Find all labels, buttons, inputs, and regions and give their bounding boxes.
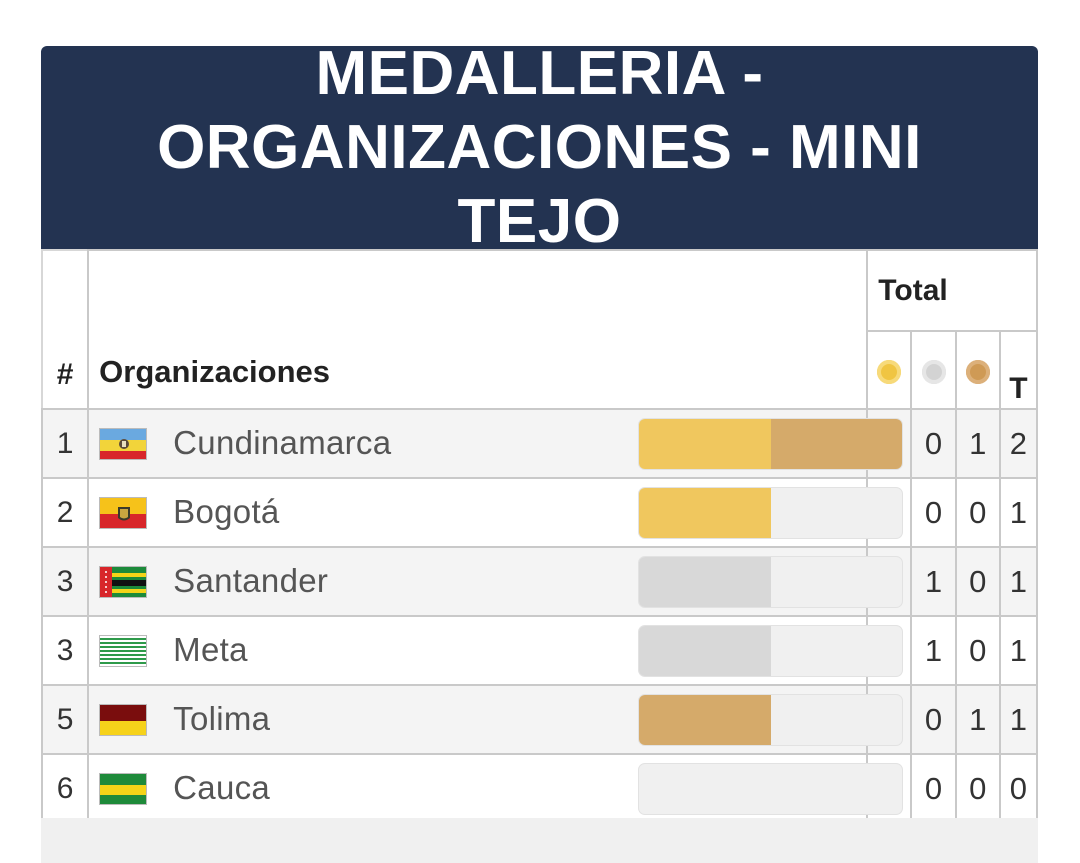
bar-segment-silver	[639, 626, 771, 676]
medal-bar	[638, 763, 904, 815]
bronze-count: 1	[954, 408, 1001, 479]
table-row[interactable]: 6 Cauca 0 0 0 0	[40, 753, 1039, 824]
table-footer	[41, 818, 1038, 863]
organization-name[interactable]: Santander	[173, 562, 329, 599]
total-group-header: Total	[866, 248, 1038, 333]
rank-cell: 2	[40, 477, 90, 548]
organization-cell[interactable]: Cundinamarca	[87, 408, 904, 479]
silver-column-header	[910, 330, 957, 410]
bronze-count: 0	[954, 546, 1001, 617]
medal-table: # Organizaciones Total T 1 Cundinamarca …	[40, 248, 1039, 824]
organization-cell[interactable]: Meta	[87, 615, 904, 686]
organization-cell[interactable]: Tolima	[87, 684, 904, 755]
medal-bar	[638, 625, 904, 677]
total-column-header: T	[998, 330, 1039, 410]
total-count: 2	[998, 408, 1039, 479]
organization-name[interactable]: Meta	[173, 631, 248, 668]
bar-segment-gold	[639, 488, 771, 538]
rank-column-header: #	[40, 249, 90, 410]
medal-bar	[638, 487, 904, 539]
organization-cell[interactable]: Bogotá	[87, 477, 904, 548]
gold-column-header	[866, 330, 913, 410]
rank-cell: 3	[40, 615, 90, 686]
bronze-count: 0	[954, 753, 1001, 824]
medal-bar	[638, 556, 904, 608]
tolima-flag-icon	[99, 704, 148, 736]
total-count: 1	[998, 477, 1039, 548]
organization-name[interactable]: Cauca	[173, 769, 271, 806]
cundinamarca-flag-icon	[99, 428, 148, 460]
rank-cell: 3	[40, 546, 90, 617]
medal-bar	[638, 694, 904, 746]
silver-count: 0	[910, 753, 957, 824]
bogota-flag-icon	[99, 497, 148, 529]
organization-name[interactable]: Tolima	[173, 700, 271, 737]
bar-segment-gold	[639, 419, 771, 469]
table-row[interactable]: 2 Bogotá 1 0 0 1	[40, 477, 1039, 548]
silver-count: 1	[910, 615, 957, 686]
silver-count: 0	[910, 408, 957, 479]
total-count: 1	[998, 684, 1039, 755]
table-row[interactable]: 3 Meta 0 1 0 1	[40, 615, 1039, 686]
bronze-column-header	[954, 330, 1001, 410]
bronze-count: 0	[954, 615, 1001, 686]
total-count: 1	[998, 546, 1039, 617]
page-title: MEDALLERIA - ORGANIZACIONES - MINI TEJO	[157, 38, 922, 256]
organization-name[interactable]: Cundinamarca	[173, 424, 392, 461]
bar-segment-silver	[639, 557, 771, 607]
organizations-column-header: Organizaciones	[87, 249, 869, 410]
bar-segment-bronze	[770, 419, 903, 469]
organization-cell[interactable]: Cauca	[87, 753, 904, 824]
bar-segment-bronze	[639, 695, 771, 745]
table-row[interactable]: 1 Cundinamarca 1 0 1 2	[40, 408, 1039, 479]
rank-cell: 6	[40, 753, 90, 824]
cauca-flag-icon	[99, 773, 148, 805]
bronze-medal-icon	[965, 359, 990, 384]
organization-cell[interactable]: Santander	[87, 546, 904, 617]
medal-table-card: MEDALLERIA - ORGANIZACIONES - MINI TEJO …	[40, 39, 1039, 863]
gold-medal-icon	[877, 359, 902, 384]
silver-count: 0	[910, 477, 957, 548]
medal-bar	[638, 418, 904, 470]
bronze-count: 1	[954, 684, 1001, 755]
rank-cell: 5	[40, 684, 90, 755]
silver-count: 0	[910, 684, 957, 755]
table-row[interactable]: 5 Tolima 0 0 1 1	[40, 684, 1039, 755]
rank-cell: 1	[40, 408, 90, 479]
bronze-count: 0	[954, 477, 1001, 548]
santander-flag-icon	[99, 566, 148, 598]
organization-name[interactable]: Bogotá	[173, 493, 280, 530]
silver-medal-icon	[921, 359, 946, 384]
table-row[interactable]: 3 Santander 0 1 0 1	[40, 546, 1039, 617]
silver-count: 1	[910, 546, 957, 617]
table-header-banner: MEDALLERIA - ORGANIZACIONES - MINI TEJO	[41, 39, 1038, 256]
total-count: 0	[998, 753, 1039, 824]
total-count: 1	[998, 615, 1039, 686]
meta-flag-icon	[99, 635, 148, 667]
